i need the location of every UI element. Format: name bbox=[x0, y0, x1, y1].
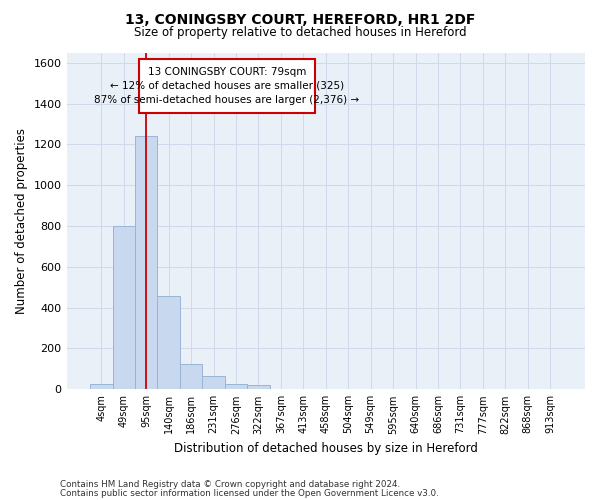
Text: Size of property relative to detached houses in Hereford: Size of property relative to detached ho… bbox=[134, 26, 466, 39]
Bar bbox=[247, 385, 269, 390]
Bar bbox=[135, 136, 157, 390]
Bar bbox=[225, 384, 247, 390]
Bar bbox=[113, 226, 135, 390]
Bar bbox=[180, 364, 202, 390]
Text: Contains HM Land Registry data © Crown copyright and database right 2024.: Contains HM Land Registry data © Crown c… bbox=[60, 480, 400, 489]
Text: 13 CONINGSBY COURT: 79sqm
← 12% of detached houses are smaller (325)
87% of semi: 13 CONINGSBY COURT: 79sqm ← 12% of detac… bbox=[94, 66, 359, 104]
Text: Contains public sector information licensed under the Open Government Licence v3: Contains public sector information licen… bbox=[60, 488, 439, 498]
Bar bbox=[90, 384, 113, 390]
Text: 13, CONINGSBY COURT, HEREFORD, HR1 2DF: 13, CONINGSBY COURT, HEREFORD, HR1 2DF bbox=[125, 12, 475, 26]
Bar bbox=[139, 58, 314, 112]
Bar bbox=[202, 376, 225, 390]
X-axis label: Distribution of detached houses by size in Hereford: Distribution of detached houses by size … bbox=[174, 442, 478, 455]
Bar bbox=[157, 296, 180, 390]
Y-axis label: Number of detached properties: Number of detached properties bbox=[15, 128, 28, 314]
